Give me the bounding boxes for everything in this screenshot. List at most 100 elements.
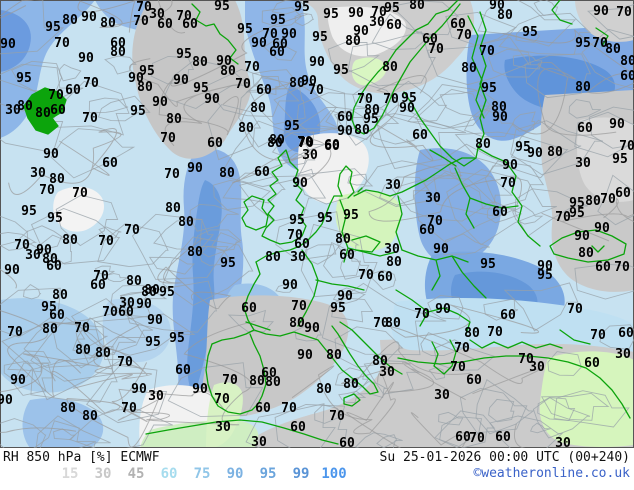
contour-label: 95 <box>220 256 236 271</box>
contour-label: 80 <box>141 285 157 300</box>
contour-label: 80 <box>335 232 351 247</box>
contour-label: 60 <box>595 260 611 275</box>
contour-label: 90 <box>297 348 313 363</box>
contour-label: 90 <box>399 101 415 116</box>
contour-label: 80 <box>219 166 235 181</box>
contour-label: 95 <box>16 71 32 86</box>
contour-label: 80 <box>269 133 285 148</box>
contour-label: 90 <box>281 27 297 42</box>
contour-label: 70 <box>291 299 307 314</box>
contour-label: 80 <box>144 283 160 298</box>
contour-label: 80 <box>382 60 398 75</box>
contour-label: 60 <box>110 36 126 51</box>
contour-label: 90 <box>574 229 590 244</box>
contour-label: 90 <box>594 221 610 236</box>
contour-label: 95 <box>270 13 286 28</box>
contour-label: 80 <box>249 374 265 389</box>
contour-label: 80 <box>52 288 68 303</box>
contour-label: 80 <box>354 123 370 138</box>
contour-label: 70 <box>102 305 118 320</box>
coastlines-borders <box>23 0 631 445</box>
contour-label: 95 <box>323 7 339 22</box>
contour-label: 30 <box>25 248 41 263</box>
contour-label: 90 <box>204 92 220 107</box>
contour-label: 80 <box>475 137 491 152</box>
contour-label: 80 <box>42 322 58 337</box>
contour-label: 95 <box>481 81 497 96</box>
contour-label: 70 <box>371 5 387 20</box>
contour-label: 70 <box>383 92 399 107</box>
contour-label: 95 <box>330 301 346 316</box>
contour-label: 60 <box>377 270 393 285</box>
contour-label: 90 <box>4 263 20 278</box>
contour-label: 80 <box>385 316 401 331</box>
contour-label: 90 <box>136 297 152 312</box>
contour-label: 60 <box>207 136 223 151</box>
scale-value-95: 95 <box>259 466 277 482</box>
contour-label: 95 <box>384 1 400 16</box>
contour-label: 70 <box>222 373 238 388</box>
contour-label: 70 <box>287 228 303 243</box>
contour-label: 80 <box>110 45 126 60</box>
contour-label: 90 <box>292 176 308 191</box>
contour-label: 80 <box>464 326 480 341</box>
contour-label: 80 <box>62 233 78 248</box>
contour-label: 60 <box>256 83 272 98</box>
contour-label: 60 <box>339 248 355 263</box>
credit-link[interactable]: ©weatheronline.co.uk <box>473 466 630 481</box>
contour-label: 70 <box>428 42 444 57</box>
contour-label: 80 <box>343 377 359 392</box>
contour-label: 60 <box>584 356 600 371</box>
contour-label: 60 <box>241 301 257 316</box>
contour-label: 70 <box>164 167 180 182</box>
contour-label: 70 <box>74 321 90 336</box>
contour-label: 80 <box>605 42 621 57</box>
contour-label: 80 <box>178 215 194 230</box>
contour-label: 80 <box>585 194 601 209</box>
contour-label: 70 <box>121 401 137 416</box>
contour-label: 30 <box>5 103 21 118</box>
contour-label: 95 <box>169 331 185 346</box>
contour-label: 90 <box>173 73 189 88</box>
contour-label: 80 <box>578 246 594 261</box>
contour-label: 30 <box>529 360 545 375</box>
contour-label: 80 <box>265 375 281 390</box>
contour-label: 90 <box>43 147 59 162</box>
contour-label: 70 <box>93 269 109 284</box>
contour-label: 95 <box>284 119 300 134</box>
contour-label: 60 <box>337 110 353 125</box>
contour-label: 90 <box>304 321 320 336</box>
contour-label: 95 <box>176 47 192 62</box>
contour-label: 80 <box>620 54 634 69</box>
contour-label: 95 <box>363 112 379 127</box>
contour-label: 70 <box>469 431 485 446</box>
contour-label: 80 <box>220 64 236 79</box>
contour-label: 70 <box>244 60 260 75</box>
scale-value-90: 90 <box>226 466 244 482</box>
color-scale: 15 30 45 60 75 90 95 99 100 <box>57 466 347 482</box>
contour-label: 80 <box>267 136 283 151</box>
contour-label: 60 <box>577 121 593 136</box>
contour-label: 90 <box>81 10 97 25</box>
contour-label: 70 <box>7 325 23 340</box>
contour-label: 60 <box>261 366 277 381</box>
contour-label: 30 <box>148 389 164 404</box>
contour-label: 70 <box>357 92 373 107</box>
contour-label: 70 <box>262 27 278 42</box>
contour-label: 70 <box>329 409 345 424</box>
contour-label: 80 <box>166 112 182 127</box>
contour-label: 70 <box>600 192 616 207</box>
contour-label: 60 <box>324 139 340 154</box>
contour-label: 60 <box>182 17 198 32</box>
scale-value-30: 30 <box>94 466 112 482</box>
contour-label: 95 <box>575 36 591 51</box>
map-title: RH 850 hPa [%] ECMWF <box>3 450 160 465</box>
contour-label: 90 <box>353 24 369 39</box>
contour-label: 60 <box>90 278 106 293</box>
contour-label: 30 <box>425 191 441 206</box>
contour-label: 70 <box>308 83 324 98</box>
contour-label: 80 <box>238 121 254 136</box>
contour-label: 95 <box>317 211 333 226</box>
contour-label: 80 <box>265 250 281 265</box>
